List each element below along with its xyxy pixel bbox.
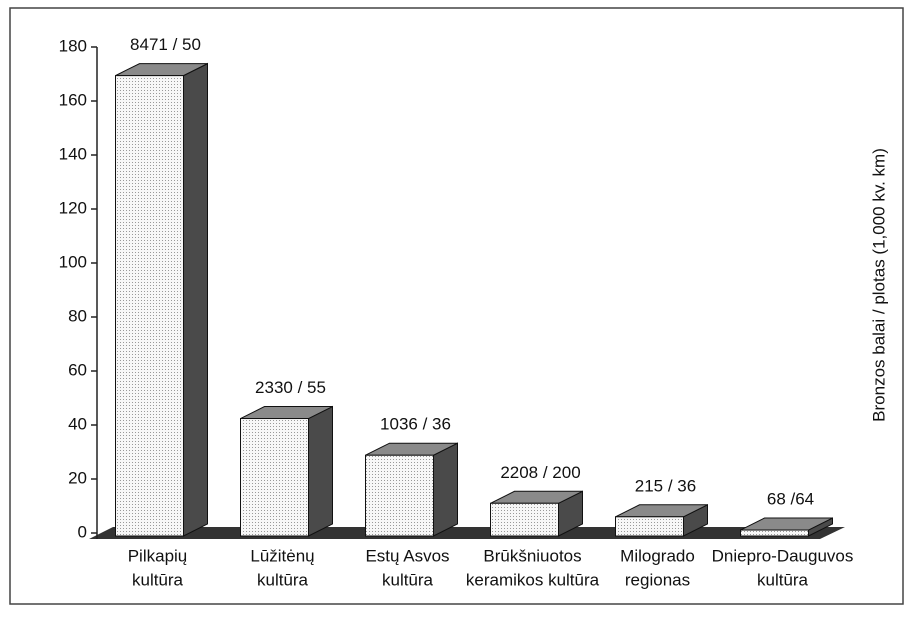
bar-side <box>183 62 208 537</box>
bar <box>740 529 809 537</box>
y-tick-label: 20 <box>68 468 87 487</box>
x-tick-label: regionas <box>625 570 690 589</box>
floor <box>89 527 845 539</box>
x-tick-label: Lūžitėnų <box>250 546 314 565</box>
y-tick-label: 120 <box>59 198 87 217</box>
y-tick-label: 80 <box>68 306 87 325</box>
data-label: 1036 / 36 <box>380 415 451 434</box>
y-axis-label: Bronzos balai / plotas (1,000 kv. km) <box>869 148 888 422</box>
y-tick-label: 60 <box>68 360 87 379</box>
x-tick-label: Estų Asvos <box>365 546 449 565</box>
y-tick-label: 0 <box>78 522 87 541</box>
x-tick-label: Dniepro-Dauguvos <box>712 546 854 565</box>
y-tick-label: 140 <box>59 144 87 163</box>
bar-side <box>308 405 333 537</box>
data-label: 68 /64 <box>767 490 814 509</box>
y-tick-label: 180 <box>59 36 87 55</box>
x-tick-label: Milogrado <box>620 546 695 565</box>
data-label: 2208 / 200 <box>500 463 580 482</box>
y-tick-label: 160 <box>59 90 87 109</box>
y-tick-label: 40 <box>68 414 87 433</box>
data-label: 2330 / 55 <box>255 378 326 397</box>
x-tick-label: kultūra <box>257 570 309 589</box>
x-tick-label: Pilkapių <box>128 546 188 565</box>
y-tick-label: 100 <box>59 252 87 271</box>
data-label: 215 / 36 <box>635 476 696 495</box>
frame <box>9 7 904 605</box>
bar <box>490 502 559 537</box>
bar-side <box>433 442 458 537</box>
bar <box>365 454 434 537</box>
bar <box>615 516 684 537</box>
x-tick-label: Brūkšniuotos <box>483 546 581 565</box>
x-tick-label: keramikos kultūra <box>466 570 600 589</box>
bar <box>240 418 309 537</box>
x-tick-label: kultūra <box>757 570 809 589</box>
bar <box>115 75 184 537</box>
x-tick-label: kultūra <box>382 570 434 589</box>
x-tick-label: kultūra <box>132 570 184 589</box>
data-label: 8471 / 50 <box>130 35 201 54</box>
